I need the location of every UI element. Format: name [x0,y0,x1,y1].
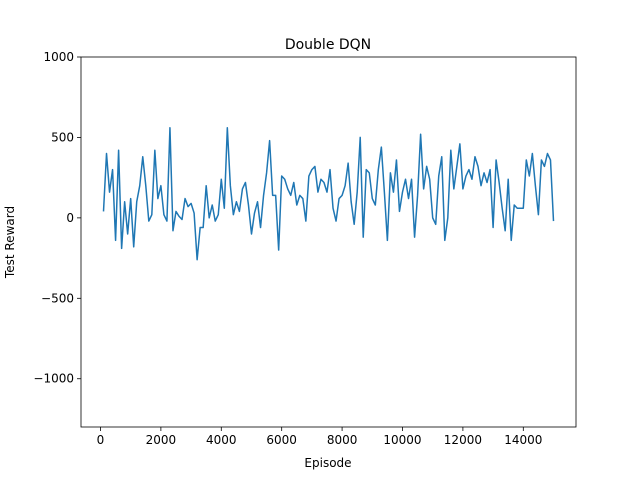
x-tick-label: 10000 [383,433,421,447]
y-tick-label: −1000 [33,372,74,386]
data-line [102,127,555,261]
x-tick-label: 12000 [444,433,482,447]
y-tick-label: 500 [51,130,74,144]
x-tick-label: 14000 [504,433,542,447]
y-tick-label: 0 [66,211,74,225]
plot-frame [80,56,577,428]
x-tick-label: 8000 [327,433,358,447]
x-tick-label: 2000 [146,433,177,447]
chart-title: Double DQN [285,37,371,53]
y-tick-label: 1000 [43,50,74,64]
x-axis-label: Episode [304,456,351,470]
x-tick-label: 6000 [266,433,297,447]
y-tick-label: −500 [41,291,74,305]
y-axis-label: Test Reward [3,206,17,279]
x-tick-label: 4000 [206,433,237,447]
x-tick-label: 0 [97,433,105,447]
